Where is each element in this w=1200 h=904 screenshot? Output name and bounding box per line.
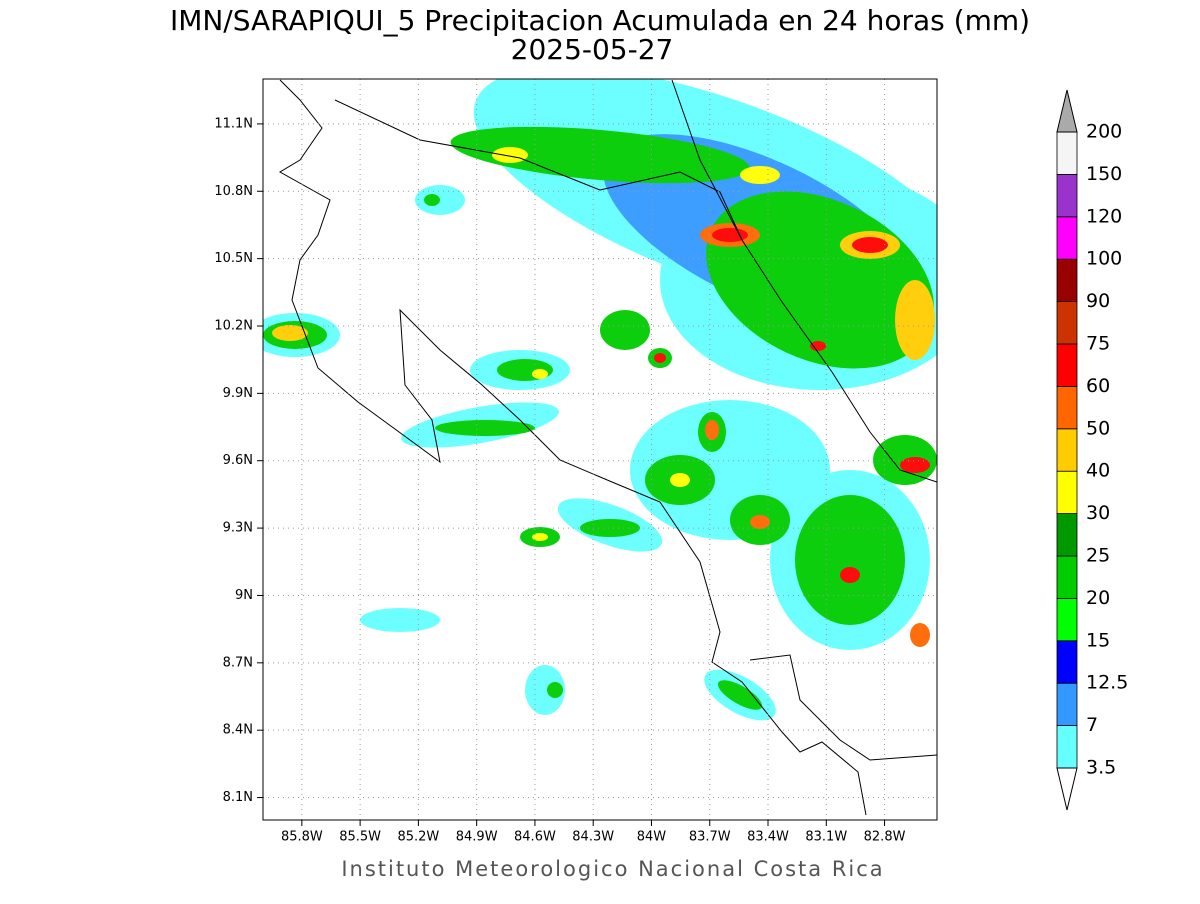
x-tick-label: 85.8W xyxy=(281,830,323,845)
y-tick-label: 9.9N xyxy=(223,386,253,401)
y-tick-label: 10.8N xyxy=(214,184,253,199)
colorbar-segment xyxy=(1056,513,1078,557)
colorbar-segment xyxy=(1056,428,1078,472)
x-tick-label: 83.7W xyxy=(689,830,731,845)
colorbar-segment xyxy=(1056,682,1078,727)
colorbar-segment xyxy=(1056,301,1078,345)
colorbar-label: 40 xyxy=(1086,460,1110,482)
y-tick-label: 9.3N xyxy=(223,521,253,536)
colorbar-over xyxy=(1056,89,1078,133)
x-tick-label: 84.6W xyxy=(514,830,556,845)
colorbar-label: 3.5 xyxy=(1086,757,1116,779)
colorbar-segment xyxy=(1056,555,1078,599)
y-tick-label: 10.2N xyxy=(214,319,253,334)
colorbar-segment xyxy=(1056,216,1078,260)
colorbar-segment xyxy=(1056,598,1078,642)
colorbar-segment xyxy=(1056,470,1078,515)
colorbar-segment xyxy=(1056,173,1078,218)
colorbar-under xyxy=(1056,767,1078,811)
colorbar-segment xyxy=(1056,343,1078,387)
colorbar-label: 50 xyxy=(1086,417,1110,439)
colorbar-label: 120 xyxy=(1086,205,1122,227)
colorbar-label: 75 xyxy=(1086,333,1110,355)
colorbar-label: 100 xyxy=(1086,248,1122,270)
colorbar-label: 7 xyxy=(1086,714,1098,736)
y-tick-label: 8.7N xyxy=(223,655,253,670)
colorbar-label: 90 xyxy=(1086,290,1110,312)
x-tick-label: 82.8W xyxy=(864,830,906,845)
x-tick-label: 84W xyxy=(637,830,667,845)
colorbar-segment xyxy=(1056,258,1078,303)
subtitle: 2025-05-27 xyxy=(511,33,674,66)
map-frame xyxy=(262,78,938,821)
colorbar-label: 200 xyxy=(1086,121,1122,143)
colorbar-segment xyxy=(1056,385,1078,430)
y-tick-label: 11.1N xyxy=(214,116,253,131)
x-tick-label: 85.2W xyxy=(397,830,439,845)
y-tick-label: 9N xyxy=(235,588,253,603)
y-tick-label: 10.5N xyxy=(214,251,253,266)
colorbar-label: 20 xyxy=(1086,587,1110,609)
colorbar-segment xyxy=(1056,131,1078,175)
y-tick-label: 8.4N xyxy=(223,723,253,738)
colorbar-segment xyxy=(1056,725,1078,769)
x-tick-label: 84.3W xyxy=(572,830,614,845)
y-tick-label: 9.6N xyxy=(223,453,253,468)
colorbar-label: 15 xyxy=(1086,629,1110,651)
colorbar-label: 150 xyxy=(1086,163,1122,185)
colorbar-label: 60 xyxy=(1086,375,1110,397)
precip-field xyxy=(263,79,937,816)
colorbar-label: 12.5 xyxy=(1086,672,1128,694)
colorbar-segment xyxy=(1056,640,1078,684)
colorbar-label: 25 xyxy=(1086,545,1110,567)
x-tick-label: 83.4W xyxy=(747,830,789,845)
footer: Instituto Meteorologico Nacional Costa R… xyxy=(341,857,884,881)
x-tick-label: 84.9W xyxy=(456,830,498,845)
title: IMN/SARAPIQUI_5 Precipitacion Acumulada … xyxy=(170,4,1030,37)
coastline xyxy=(279,79,937,816)
y-tick-label: 8.1N xyxy=(223,790,253,805)
x-tick-label: 85.5W xyxy=(339,830,381,845)
colorbar-label: 30 xyxy=(1086,502,1110,524)
x-tick-label: 83.1W xyxy=(805,830,847,845)
